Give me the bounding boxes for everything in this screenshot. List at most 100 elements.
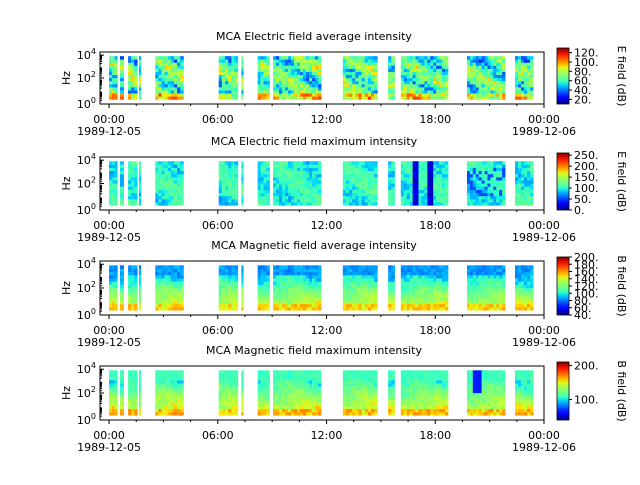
heatmap-cell	[467, 68, 470, 71]
heatmap-cell	[112, 190, 115, 194]
heatmap-cell	[131, 406, 134, 410]
heatmap-cell	[496, 294, 499, 298]
heatmap-cell	[371, 390, 375, 394]
heatmap-cell	[261, 87, 264, 90]
heatmap-cell	[165, 199, 169, 203]
heatmap-cell	[368, 62, 372, 65]
heatmap-cell	[439, 269, 442, 273]
heatmap-cell	[530, 183, 533, 187]
heatmap-cell	[421, 62, 424, 65]
heatmap-cell	[288, 380, 291, 384]
heatmap-cell	[413, 84, 416, 87]
heatmap-cell	[158, 386, 162, 390]
heatmap-cell	[499, 275, 502, 279]
heatmap-cell	[174, 56, 178, 59]
heatmap-cell	[521, 174, 524, 178]
heatmap-cell	[473, 171, 476, 175]
heatmap-cell	[416, 59, 419, 62]
heatmap-cell	[467, 59, 470, 62]
heatmap-cell	[309, 399, 312, 403]
heatmap-cell	[371, 304, 375, 308]
heatmap-cell	[365, 93, 369, 96]
heatmap-cell	[225, 393, 229, 397]
heatmap-cell	[241, 390, 243, 394]
heatmap-cell	[445, 288, 448, 292]
heatmap-cell	[407, 386, 410, 390]
heatmap-cell	[410, 294, 413, 298]
heatmap-cell	[300, 68, 303, 71]
heatmap-cell	[139, 390, 141, 394]
heatmap-cell	[416, 307, 419, 311]
heatmap-cell	[109, 285, 112, 289]
heatmap-cell	[439, 65, 442, 68]
heatmap-cell	[430, 294, 433, 298]
heatmap-cell	[228, 62, 232, 65]
heatmap-cell	[285, 406, 288, 410]
heatmap-cell	[291, 390, 294, 394]
heatmap-cell	[424, 72, 427, 75]
heatmap-cell	[235, 90, 239, 93]
heatmap-cell	[371, 399, 375, 403]
heatmap-cell	[115, 56, 118, 59]
heatmap-cell	[527, 269, 530, 273]
heatmap-cell	[343, 409, 347, 413]
heatmap-cell	[421, 285, 424, 289]
heatmap-cell	[470, 174, 473, 178]
heatmap-cell	[368, 275, 372, 279]
heatmap-cell	[416, 412, 419, 416]
heatmap-cell	[362, 383, 366, 387]
heatmap-cell	[261, 183, 264, 187]
heatmap-cell	[180, 383, 184, 387]
heatmap-cell	[279, 380, 282, 384]
heatmap-cell	[264, 307, 267, 311]
heatmap-cell	[315, 294, 318, 298]
heatmap-cell	[407, 412, 410, 416]
heatmap-cell	[300, 193, 303, 197]
heatmap-cell	[273, 409, 276, 413]
heatmap-cell	[346, 84, 350, 87]
heatmap-cell	[499, 304, 502, 308]
heatmap-cell	[312, 65, 315, 68]
heatmap-cell	[273, 78, 276, 81]
heatmap-cell	[470, 186, 473, 190]
heatmap-cell	[485, 62, 488, 65]
heatmap-cell	[521, 81, 524, 84]
heatmap-cell	[371, 406, 375, 410]
heatmap-cell	[467, 81, 470, 84]
heatmap-cell	[165, 383, 169, 387]
heatmap-cell	[404, 390, 407, 394]
heatmap-cell	[467, 269, 470, 273]
heatmap-cell	[294, 285, 297, 289]
heatmap-cell	[521, 265, 524, 269]
heatmap-cell	[309, 171, 312, 175]
heatmap-cell	[158, 406, 162, 410]
x-date-start: 1989-12-05	[77, 125, 141, 138]
heatmap-cell	[401, 370, 404, 374]
heatmap-cell	[433, 285, 436, 289]
heatmap-cell	[482, 78, 485, 81]
heatmap-cell	[294, 301, 297, 305]
heatmap-cell	[219, 269, 223, 273]
heatmap-cell	[407, 68, 410, 71]
heatmap-cell	[267, 281, 270, 285]
heatmap-cell	[391, 265, 395, 269]
heatmap-cell	[349, 177, 353, 181]
heatmap-cell	[413, 202, 416, 206]
heatmap-cell	[162, 174, 166, 178]
heatmap-cell	[371, 190, 375, 194]
heatmap-cell	[487, 72, 490, 75]
heatmap-cell	[496, 265, 499, 269]
heatmap-cell	[413, 396, 416, 400]
heatmap-cell	[177, 386, 181, 390]
heatmap-cell	[355, 68, 359, 71]
heatmap-cell	[309, 161, 312, 165]
heatmap-cell	[404, 281, 407, 285]
heatmap-cell	[343, 193, 347, 197]
heatmap-cell	[258, 68, 261, 71]
heatmap-cell	[219, 278, 223, 282]
heatmap-cell	[467, 84, 470, 87]
heatmap-cell	[288, 81, 291, 84]
heatmap-cell	[445, 65, 448, 68]
heatmap-cell	[490, 62, 493, 65]
heatmap-cell	[165, 68, 169, 71]
